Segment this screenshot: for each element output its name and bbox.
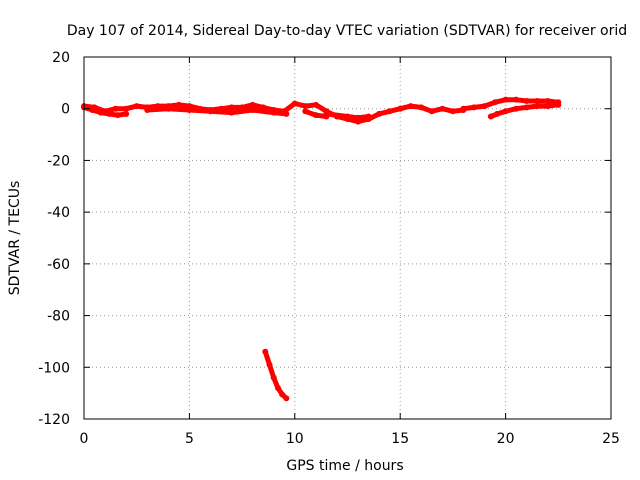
sdtvar-branch-b-line: [144, 106, 289, 117]
data-point: [249, 107, 256, 114]
data-point: [386, 108, 393, 115]
data-point: [302, 103, 309, 110]
y-tick-label: -40: [47, 205, 70, 221]
data-point: [534, 97, 541, 104]
data-point: [407, 103, 414, 110]
x-axis-label: GPS time / hours: [286, 458, 403, 474]
data-point: [274, 384, 281, 391]
data-point: [323, 110, 330, 117]
grid: [84, 57, 611, 419]
data-point: [312, 112, 319, 119]
data-point: [487, 113, 494, 120]
plot-frame: [83, 56, 612, 420]
sdtvar-branch-d-points: [323, 110, 372, 121]
data-point: [123, 110, 130, 117]
data-point: [228, 104, 235, 111]
data-point: [523, 104, 530, 111]
data-point: [207, 108, 214, 115]
series-layer: [81, 96, 562, 402]
sdtvar-outlier-points: [262, 348, 290, 402]
axis-ticks: 0 5 10 15 20 25 20 0 -20 -40 -60 -80 -100 -120: [38, 50, 620, 447]
sdtvar-late-upper-points: [460, 96, 562, 112]
y-tick-label: -20: [47, 153, 70, 169]
data-point: [492, 99, 499, 106]
sdtvar-outlier-line: [262, 349, 289, 401]
data-point: [114, 112, 121, 119]
y-tick-label: -120: [38, 412, 70, 428]
data-point: [97, 109, 104, 116]
data-point: [89, 107, 96, 114]
data-point: [144, 107, 151, 114]
x-tick-label: 25: [602, 431, 620, 447]
data-point: [428, 108, 435, 115]
y-tick-label: -60: [47, 257, 70, 273]
data-point: [312, 101, 319, 108]
data-point: [555, 101, 562, 108]
data-point: [418, 104, 425, 111]
chart-title: Day 107 of 2014, Sidereal Day-to-day VTE…: [67, 23, 627, 39]
data-point: [544, 97, 551, 104]
data-point: [513, 96, 520, 103]
data-point: [494, 110, 501, 117]
data-point: [283, 110, 290, 117]
data-point: [262, 348, 269, 355]
x-tick-label: 0: [80, 431, 89, 447]
data-point: [439, 105, 446, 112]
data-point: [228, 109, 235, 116]
data-point: [449, 108, 456, 115]
data-point: [523, 97, 530, 104]
data-point: [502, 96, 509, 103]
data-point: [283, 395, 290, 402]
x-tick-label: 15: [391, 431, 409, 447]
data-point: [165, 105, 172, 112]
data-point: [502, 108, 509, 115]
data-point: [270, 109, 277, 116]
sdtvar-branch-b-points: [144, 105, 290, 117]
data-point: [249, 101, 256, 108]
data-point: [266, 361, 273, 368]
x-tick-label: 20: [497, 431, 515, 447]
data-point: [460, 105, 467, 112]
sdtvar-late-lower-points: [487, 101, 562, 120]
data-point: [112, 105, 119, 112]
y-tick-label: -100: [38, 360, 70, 376]
data-point: [355, 114, 362, 121]
sdtvar-branch-a-points: [81, 104, 130, 119]
data-point: [123, 105, 130, 112]
data-point: [186, 107, 193, 114]
data-point: [534, 103, 541, 110]
data-point: [302, 108, 309, 115]
data-point: [270, 374, 277, 381]
data-point: [376, 110, 383, 117]
y-tick-label: 0: [61, 102, 70, 118]
sdtvar-late-upper-line: [460, 97, 561, 112]
y-tick-label: 20: [52, 50, 70, 66]
y-tick-label: -80: [47, 309, 70, 325]
data-point: [544, 103, 551, 110]
data-point: [481, 103, 488, 110]
data-point: [133, 103, 140, 110]
data-point: [513, 105, 520, 112]
y-axis-label: SDTVAR / TECUs: [7, 181, 23, 296]
x-tick-label: 10: [286, 431, 304, 447]
x-tick-label: 5: [185, 431, 194, 447]
data-point: [106, 110, 113, 117]
data-point: [279, 391, 286, 398]
data-point: [291, 100, 298, 107]
data-point: [365, 113, 372, 120]
data-point: [344, 113, 351, 120]
data-point: [175, 101, 182, 108]
sdtvar-branch-d-line: [323, 111, 372, 121]
data-point: [397, 105, 404, 112]
data-point: [470, 104, 477, 111]
